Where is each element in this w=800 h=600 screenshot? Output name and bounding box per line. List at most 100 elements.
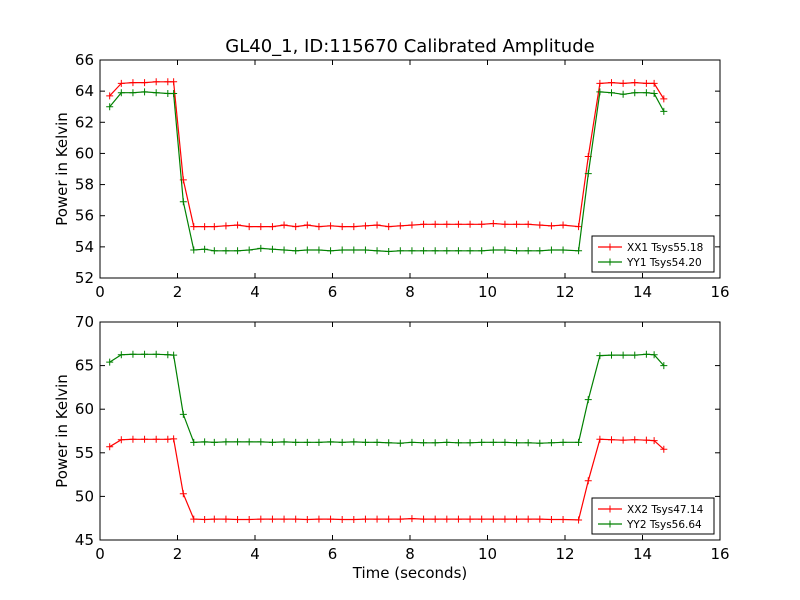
data-point (454, 515, 462, 523)
data-point (234, 221, 242, 229)
data-point (268, 515, 276, 523)
data-point (190, 515, 198, 523)
data-point (234, 438, 242, 446)
legend-marker (606, 258, 614, 266)
y-tick-label: 50 (75, 487, 94, 505)
data-point (117, 351, 125, 359)
data-point (210, 438, 218, 446)
data-point (408, 515, 416, 523)
data-point (660, 107, 668, 115)
x-tick-label: 2 (173, 283, 183, 301)
legend-marker (606, 520, 614, 528)
data-point (106, 358, 114, 366)
legend: XX2 Tsys47.14 YY2 Tsys56.64 (591, 497, 715, 535)
data-point (536, 247, 544, 255)
x-axis-title: Time (seconds) (352, 564, 468, 582)
data-point (361, 222, 369, 230)
data-point (642, 350, 650, 358)
data-point (524, 220, 532, 228)
x-tick-label: 16 (710, 545, 729, 563)
data-point (210, 515, 218, 523)
data-point (443, 247, 451, 255)
data-point (129, 435, 137, 443)
data-point (129, 89, 137, 97)
x-tick-label: 8 (405, 545, 415, 563)
data-point (315, 223, 323, 231)
data-point (234, 516, 242, 524)
data-point (443, 220, 451, 228)
data-point (608, 89, 615, 97)
data-point (141, 350, 149, 358)
y-tick-label: 56 (75, 207, 94, 225)
data-point (385, 515, 393, 523)
data-point (141, 79, 149, 87)
data-point (117, 89, 125, 97)
data-point (327, 515, 335, 523)
data-point (190, 223, 198, 231)
data-point (408, 247, 416, 255)
legend-label: XX1 Tsys55.18 (627, 242, 703, 254)
data-point (245, 246, 253, 254)
data-point (536, 439, 544, 447)
data-point (303, 246, 311, 254)
data-point (385, 248, 393, 256)
data-point (575, 247, 583, 255)
data-point (373, 438, 381, 446)
data-point (559, 438, 567, 446)
data-point (338, 438, 346, 446)
data-point (201, 516, 209, 524)
data-point (420, 247, 428, 255)
y-tick-label: 60 (75, 144, 94, 162)
data-point (454, 439, 462, 447)
legend-marker (606, 243, 614, 251)
bottom-subplot: 0 2 4 6 8 10 12 14 16 45 50 55 60 65 70 Power in Kelvin… (53, 313, 730, 582)
data-point (420, 220, 428, 228)
data-point (245, 438, 253, 446)
data-point (650, 351, 658, 359)
data-point (222, 438, 230, 446)
data-point (443, 515, 451, 523)
data-point (350, 246, 358, 254)
data-point (361, 246, 369, 254)
data-point (373, 515, 381, 523)
data-point (631, 79, 639, 87)
data-point (338, 246, 346, 254)
x-tick-label: 4 (250, 283, 260, 301)
data-point (431, 247, 439, 255)
x-tick-label: 6 (328, 545, 338, 563)
legend: XX1 Tsys55.18 YY1 Tsys54.20 (591, 235, 715, 273)
legend-box (591, 235, 715, 273)
data-point (443, 438, 451, 446)
x-tick-label: 8 (405, 283, 415, 301)
data-point (631, 89, 639, 97)
data-point (608, 436, 615, 444)
data-point (170, 435, 178, 443)
data-point (619, 90, 627, 98)
data-point (257, 515, 265, 523)
data-point (234, 247, 242, 255)
data-point (117, 79, 125, 87)
data-point (315, 515, 323, 523)
data-point (489, 246, 497, 254)
data-point (245, 516, 253, 524)
data-point (501, 515, 509, 523)
data-point (513, 247, 521, 255)
data-point (575, 223, 583, 231)
data-point (524, 515, 532, 523)
data-point (454, 247, 462, 255)
data-point (170, 78, 178, 86)
data-point (513, 220, 521, 228)
y-axis-title: Power in Kelvin (53, 112, 71, 226)
data-point (478, 438, 486, 446)
data-point (385, 223, 393, 231)
data-point (210, 223, 218, 231)
data-point (631, 436, 639, 444)
series-xx2 (106, 435, 668, 524)
data-point (315, 246, 323, 254)
top-subplot: 0 2 4 6 8 10 12 14 16 52 54 56 58 60 62 64 66 Power in Ke… (53, 51, 730, 301)
data-point (385, 439, 393, 447)
y-axis-title: Power in Kelvin (53, 374, 71, 488)
data-point (547, 246, 555, 254)
y-tick-label: 65 (75, 357, 94, 375)
